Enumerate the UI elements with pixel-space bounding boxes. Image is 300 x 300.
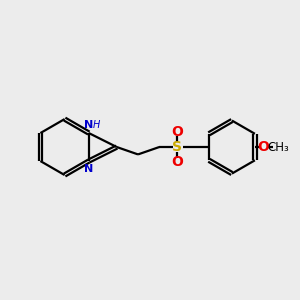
Text: S: S	[172, 140, 182, 154]
Text: CH₃: CH₃	[268, 141, 289, 154]
Text: O: O	[172, 125, 183, 139]
Text: N: N	[84, 164, 94, 174]
Text: O: O	[257, 140, 269, 154]
Text: H: H	[93, 120, 100, 130]
Text: O: O	[172, 155, 183, 169]
Text: N: N	[84, 120, 94, 130]
